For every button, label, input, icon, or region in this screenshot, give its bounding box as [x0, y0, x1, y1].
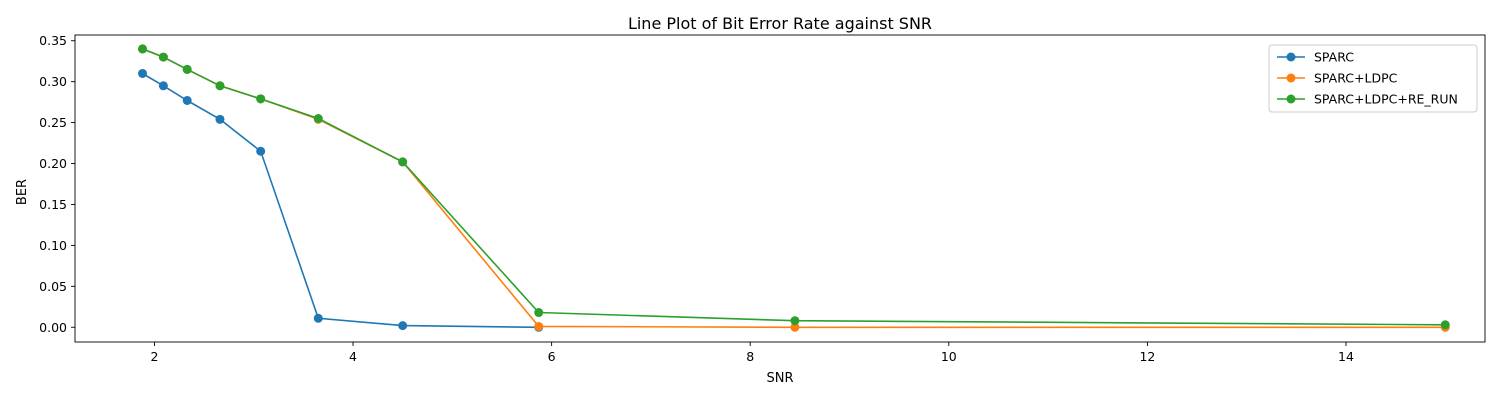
plot-area: 2 4 6 8 10 12 14 0.00 0.05 0.10 0.15 0.20 0.25 0.30 0.…: [39, 33, 1486, 364]
x-tick-label: 4: [349, 349, 357, 364]
y-tick-label: 0.10: [39, 238, 67, 253]
data-point: [182, 95, 192, 105]
x-tick-label: 14: [1338, 349, 1354, 364]
data-point: [215, 114, 225, 124]
x-tick-label: 8: [746, 349, 754, 364]
data-point: [138, 68, 148, 78]
data-point: [398, 321, 408, 331]
y-tick-label: 0.20: [39, 156, 67, 171]
data-point: [790, 316, 800, 326]
data-point: [215, 81, 225, 91]
data-point: [534, 321, 544, 331]
y-tick-label: 0.05: [39, 279, 67, 294]
data-point: [534, 308, 544, 318]
series-line: [142, 72, 539, 329]
legend-item: SPARC: [1277, 50, 1354, 65]
data-point: [1440, 320, 1450, 330]
data-point: [158, 81, 168, 91]
legend-item: SPARC+LDPC: [1277, 71, 1398, 86]
y-tick-label: 0.15: [39, 197, 67, 212]
x-tick-label: 10: [941, 349, 957, 364]
y-tick-label: 0.35: [39, 33, 67, 48]
data-point: [313, 313, 323, 323]
legend-item: SPARC+LDPC+RE_RUN: [1277, 92, 1458, 107]
data-point: [182, 64, 192, 74]
legend-marker: [1286, 73, 1296, 83]
data-point: [398, 157, 408, 167]
legend-label: SPARC: [1314, 50, 1354, 65]
legend-marker: [1286, 52, 1296, 62]
legend: SPARC SPARC+LDPC SPARC+LDPC+RE_RUN: [1268, 44, 1478, 113]
x-axis-label: SNR: [766, 371, 793, 386]
legend-box: [1268, 44, 1478, 113]
data-point: [790, 322, 800, 332]
chart-title: Line Plot of Bit Error Rate against SNR: [628, 14, 932, 33]
y-axis-label: BER: [15, 179, 30, 205]
x-tick-label: 2: [150, 349, 158, 364]
x-tick-label: 6: [548, 349, 556, 364]
data-point: [158, 52, 168, 62]
y-tick-label: 0.25: [39, 115, 67, 130]
data-point: [256, 94, 266, 104]
y-tick-label: 0.30: [39, 74, 67, 89]
legend-marker: [1286, 94, 1296, 104]
series-sparc: [138, 68, 544, 332]
y-tick-label: 0.00: [39, 320, 67, 335]
series-sparc-ldpc-re-run: [138, 44, 1450, 330]
legend-label: SPARC+LDPC: [1314, 71, 1398, 86]
x-tick-label: 12: [1139, 349, 1155, 364]
data-point: [138, 44, 148, 54]
series-line: [142, 48, 1446, 326]
data-point: [256, 146, 266, 156]
axes-frame: [74, 34, 1486, 343]
legend-label: SPARC+LDPC+RE_RUN: [1314, 92, 1458, 107]
data-point: [313, 114, 323, 124]
